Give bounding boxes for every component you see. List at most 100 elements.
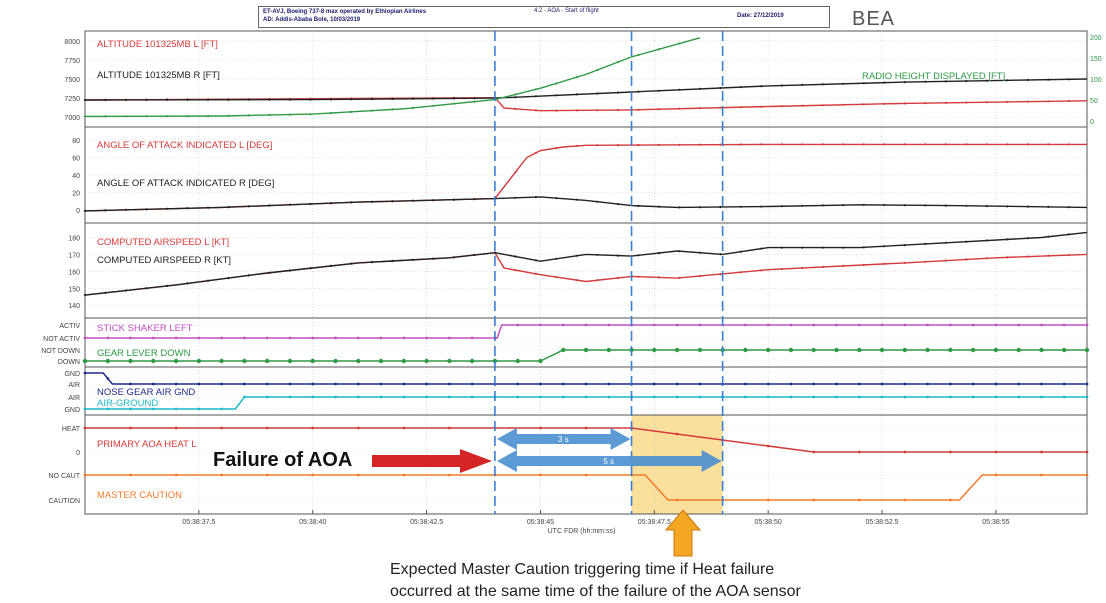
point-altitude-101325mb-l-ft [534,109,538,112]
point-gear-lever-down [173,358,179,364]
point-angle-of-attack-indicated-r-deg [575,198,579,201]
point-altitude-101325mb-l-ft [719,106,722,109]
point-master-caution [356,473,360,477]
point-nose-gear-air-gnd [288,382,292,386]
x-tick-label: 05:38:42.5 [410,519,443,526]
point-computed-airspeed-l-kt [903,261,906,264]
point-air-ground [766,395,770,399]
point-computed-airspeed-l-kt [637,275,640,278]
point-computed-airspeed-r-kt [247,274,251,277]
point-altitude-101325mb-l-ft [760,105,763,108]
series-master-caution [85,474,1087,501]
point-air-ground [789,395,793,399]
point-nose-gear-air-gnd [106,377,110,380]
point-air-ground [835,395,838,399]
point-altitude-101325mb-r-ft [350,98,353,101]
point-altitude-101325mb-l-ft [1067,99,1070,103]
point-altitude-101325mb-r-ft [473,97,476,100]
point-gear-lever-down [401,358,406,364]
expected-caution-arrow [664,509,702,557]
expected-caution-note: Expected Master Caution triggering time … [390,559,990,603]
point-altitude-101325mb-l-ft [821,104,824,107]
point-stick-shaker-left [265,336,269,340]
point-angle-of-attack-indicated-r-deg [596,200,599,203]
point-master-caution [949,498,952,502]
point-angle-of-attack-indicated-r-deg [780,205,783,208]
point-air-ground [265,395,269,399]
point-angle-of-attack-indicated-r-deg [473,198,476,201]
point-altitude-101325mb-r-ft [637,90,640,93]
failure-arrow [372,449,492,473]
state-label: DOWN [58,359,80,366]
point-gear-lever-down [196,358,202,364]
point-angle-of-attack-indicated-l-deg [637,143,640,147]
point-altitude-101325mb-r-ft [452,97,455,100]
point-gear-lever-down [857,347,862,353]
point-computed-airspeed-l-kt [1067,254,1070,257]
point-primary-aoa-heat-l [402,426,406,430]
point-altitude-101325mb-r-ft [1067,78,1070,81]
point-gear-lever-down [879,347,885,353]
point-computed-airspeed-r-kt [329,264,332,267]
point-angle-of-attack-indicated-r-deg [719,205,722,209]
x-axis-label: UTC FDR (hh:mm:ss) [548,528,616,535]
point-angle-of-attack-indicated-r-deg [83,209,87,212]
point-altitude-101325mb-r-ft [616,91,620,94]
point-nose-gear-air-gnd [835,382,838,386]
point-angle-of-attack-indicated-r-deg [514,196,517,199]
point-stick-shaker-left [584,323,588,327]
y-tick-label: 7250 [64,96,80,103]
series-angle-of-attack-indicated-r-deg [84,196,1088,212]
point-air-ground [675,395,679,399]
point-stick-shaker-left [766,323,770,327]
point-primary-aoa-heat-l [129,426,132,430]
point-altitude-101325mb-r-ft [596,92,599,95]
point-radio-height-displayed-ft [165,115,169,118]
point-primary-aoa-heat-l [766,444,770,448]
point-air-ground [243,395,246,399]
point-primary-aoa-heat-l [903,450,907,454]
point-altitude-101325mb-l-ft [965,101,968,104]
point-stick-shaker-left [539,323,542,327]
point-nose-gear-air-gnd [448,382,451,386]
point-computed-airspeed-r-kt [965,240,968,243]
point-angle-of-attack-indicated-r-deg [760,205,763,208]
point-altitude-101325mb-l-ft [514,107,517,110]
point-air-ground [812,395,816,399]
point-computed-airspeed-r-kt [801,246,804,249]
point-computed-airspeed-r-kt [452,256,455,259]
point-altitude-101325mb-l-ft [555,109,558,112]
point-computed-airspeed-l-kt [616,276,620,280]
point-computed-airspeed-l-kt [985,257,988,260]
point-angle-of-attack-indicated-l-deg [780,143,783,146]
point-gear-lever-down [242,358,247,364]
point-computed-airspeed-l-kt [862,263,865,266]
point-altitude-101325mb-r-ft [780,84,783,87]
point-gear-lever-down [287,358,293,364]
point-altitude-101325mb-r-ft [165,98,169,101]
point-angle-of-attack-indicated-r-deg [206,206,210,209]
point-primary-aoa-heat-l [994,450,998,454]
point-nose-gear-air-gnd [675,382,679,386]
point-air-ground [356,395,360,399]
point-altitude-101325mb-r-ft [760,85,763,88]
point-master-caution [812,498,816,502]
point-computed-airspeed-r-kt [83,294,87,297]
point-angle-of-attack-indicated-r-deg [309,202,312,206]
point-angle-of-attack-indicated-l-deg [903,143,906,146]
point-air-ground [83,407,87,411]
point-stick-shaker-left [607,323,611,327]
point-gear-lever-down [970,347,976,353]
point-radio-height-displayed-ft [596,68,599,72]
state-label: GND [64,407,80,414]
point-computed-airspeed-l-kt [657,276,661,279]
point-angle-of-attack-indicated-r-deg [186,207,189,210]
point-radio-height-displayed-ft [616,61,620,64]
point-air-ground [652,395,656,399]
point-air-ground [949,395,952,399]
point-altitude-101325mb-r-ft [329,98,332,101]
right-axis-tick-label: 150 [1090,56,1102,63]
y-tick-label: 40 [72,173,80,180]
point-altitude-101325mb-r-ft [206,98,210,101]
point-air-ground [425,395,428,399]
